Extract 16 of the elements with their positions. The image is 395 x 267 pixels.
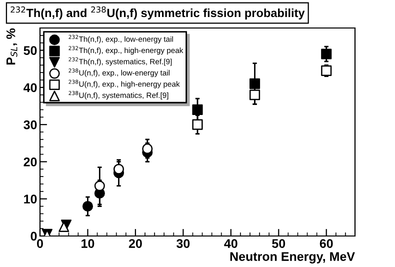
y-tick-label: 40 [24, 83, 37, 92]
x-tick-label: 10 [82, 239, 94, 248]
x-tick-label: 20 [128, 239, 142, 248]
y-tick-label: 20 [24, 158, 37, 166]
chart-title: $^{232}$Th(n,f) and $^{238}$U(n,f) symmetric fission probability [10, 6, 305, 20]
y-tick-label: 0 [30, 232, 37, 241]
x-tick-label: 0 [37, 239, 43, 248]
y-axis-title: P$_{SL}$, % [6, 28, 18, 65]
x-tick-label: 40 [224, 239, 238, 248]
y-tick-label: 50 [24, 46, 37, 55]
x-tick-label: 60 [320, 239, 333, 248]
y-tick-label: 10 [24, 194, 37, 204]
x-tick-label: 30 [176, 239, 190, 248]
y-tick-label: 30 [24, 120, 37, 130]
x-axis-title: Neutron Energy, MeV [230, 252, 355, 264]
x-tick-label: 50 [272, 239, 286, 248]
